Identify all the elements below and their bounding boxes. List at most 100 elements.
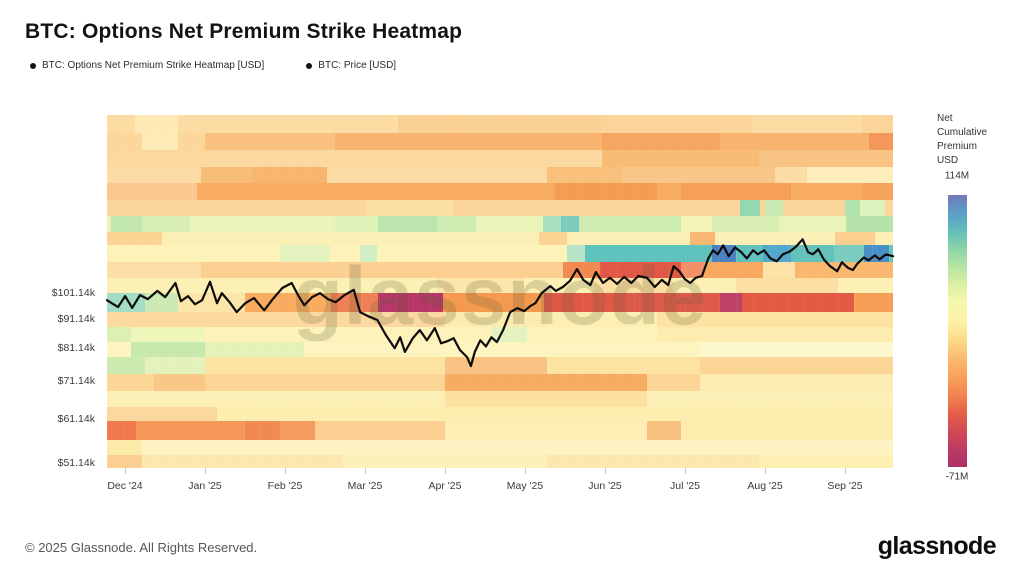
heatmap-plot-area[interactable]: glassnode bbox=[105, 115, 895, 468]
heatmap-cell bbox=[720, 293, 743, 312]
heatmap-cell bbox=[107, 232, 163, 245]
y-tick-label: $51.14k bbox=[57, 457, 95, 470]
heatmap-cell bbox=[107, 183, 198, 200]
heatmap-cell bbox=[759, 455, 893, 468]
heatmap-cell bbox=[544, 293, 622, 312]
colorbar-title: Net Cumulative Premium USD bbox=[937, 112, 987, 168]
heatmap-cell bbox=[790, 216, 811, 232]
heatmap-cell bbox=[107, 312, 445, 327]
heatmap-cell bbox=[107, 407, 218, 421]
heatmap-cell bbox=[794, 262, 893, 278]
heatmap-row bbox=[107, 374, 893, 391]
heatmap-cell bbox=[539, 232, 567, 245]
heatmap-cell bbox=[378, 293, 444, 312]
heatmap-cell bbox=[279, 421, 316, 440]
heatmap-cell bbox=[154, 374, 206, 391]
heatmap-cell bbox=[555, 183, 658, 200]
heatmap-cell bbox=[437, 216, 477, 232]
x-tick-label: Mar '25 bbox=[347, 480, 383, 492]
heatmap-row bbox=[107, 150, 893, 167]
heatmap-row bbox=[107, 440, 893, 455]
heatmap-cell bbox=[861, 183, 893, 200]
heatmap-cell bbox=[444, 357, 548, 374]
colorbar-title-line: USD bbox=[937, 155, 959, 166]
heatmap-row bbox=[107, 115, 893, 133]
chart-legend: BTC: Options Net Premium Strike Heatmap … bbox=[30, 60, 396, 71]
x-tick-mark bbox=[765, 468, 767, 474]
heatmap-cell bbox=[279, 245, 331, 262]
heatmap-row bbox=[107, 216, 893, 232]
heatmap-cell bbox=[680, 421, 893, 440]
legend-label: BTC: Price [USD] bbox=[318, 60, 397, 71]
heatmap-cell bbox=[443, 293, 544, 312]
heatmap-cell bbox=[142, 133, 178, 150]
heatmap-cell bbox=[712, 245, 736, 262]
legend-item-heatmap[interactable]: BTC: Options Net Premium Strike Heatmap … bbox=[30, 60, 264, 71]
x-tick-label: Jan '25 bbox=[188, 480, 222, 492]
heatmap-cell bbox=[700, 357, 893, 374]
heatmap-cell bbox=[859, 200, 886, 216]
x-tick-label: Jul '25 bbox=[670, 480, 701, 492]
heatmap-cell bbox=[584, 245, 713, 262]
heatmap-cell bbox=[107, 440, 143, 455]
heatmap-cell bbox=[735, 278, 838, 293]
heatmap-cell bbox=[853, 293, 893, 312]
heatmap-cell bbox=[700, 342, 893, 357]
y-tick-label: $91.14k bbox=[57, 313, 95, 326]
heatmap-grid bbox=[107, 115, 893, 468]
y-tick-label: $71.14k bbox=[57, 374, 95, 387]
heatmap-cell bbox=[177, 293, 245, 312]
heatmap-cell bbox=[764, 200, 783, 216]
heatmap-cell bbox=[680, 183, 791, 200]
heatmap-cell bbox=[315, 421, 445, 440]
y-tick-label: $61.14k bbox=[57, 412, 95, 425]
heatmap-row bbox=[107, 232, 893, 245]
heatmap-cell bbox=[360, 245, 378, 262]
heatmap-row bbox=[107, 200, 893, 216]
x-tick-mark bbox=[285, 468, 287, 474]
x-tick-mark bbox=[124, 468, 126, 474]
colorbar-title-line: Cumulative bbox=[937, 127, 988, 138]
heatmap-cell bbox=[759, 150, 893, 167]
heatmap-cell bbox=[397, 115, 603, 133]
x-tick-mark bbox=[364, 468, 366, 474]
heatmap-cell bbox=[543, 216, 562, 232]
heatmap-row bbox=[107, 293, 893, 312]
page-title: BTC: Options Net Premium Strike Heatmap bbox=[25, 20, 463, 43]
heatmap-cell bbox=[680, 216, 713, 232]
heatmap-cell bbox=[366, 200, 453, 216]
heatmap-cell bbox=[578, 216, 681, 232]
heatmap-row bbox=[107, 342, 893, 357]
heatmap-cell bbox=[492, 327, 528, 342]
colorbar-title-line: Net bbox=[937, 113, 953, 124]
heatmap-cell bbox=[107, 357, 145, 374]
heatmap-cell bbox=[742, 293, 854, 312]
heatmap-cell bbox=[437, 278, 524, 293]
heatmap-row bbox=[107, 167, 893, 183]
heatmap-cell bbox=[599, 262, 681, 278]
legend-item-price[interactable]: BTC: Price [USD] bbox=[306, 60, 396, 71]
heatmap-cell bbox=[602, 115, 752, 133]
y-tick-label: $81.14k bbox=[57, 342, 95, 355]
heatmap-cell bbox=[562, 262, 600, 278]
heatmap-cell bbox=[136, 421, 245, 440]
x-tick-mark bbox=[844, 468, 846, 474]
legend-dot-icon bbox=[306, 62, 313, 69]
x-tick-mark bbox=[444, 468, 446, 474]
heatmap-row bbox=[107, 455, 893, 468]
x-tick-label: May '25 bbox=[506, 480, 544, 492]
glassnode-watermark: glassnode bbox=[292, 251, 708, 342]
heatmap-cell bbox=[690, 232, 715, 245]
heatmap-cell bbox=[646, 421, 681, 440]
heatmap-cell bbox=[110, 216, 143, 232]
x-tick-mark bbox=[685, 468, 687, 474]
x-tick-label: Dec '24 bbox=[107, 480, 143, 492]
heatmap-cell bbox=[107, 133, 143, 150]
heatmap-row bbox=[107, 407, 893, 421]
heatmap-cell bbox=[861, 115, 893, 133]
heatmap-cell bbox=[444, 374, 647, 391]
heatmap-cell bbox=[342, 455, 548, 468]
heatmap-cell bbox=[244, 421, 280, 440]
heatmap-cell bbox=[130, 327, 206, 342]
heatmap-cell bbox=[834, 232, 875, 245]
